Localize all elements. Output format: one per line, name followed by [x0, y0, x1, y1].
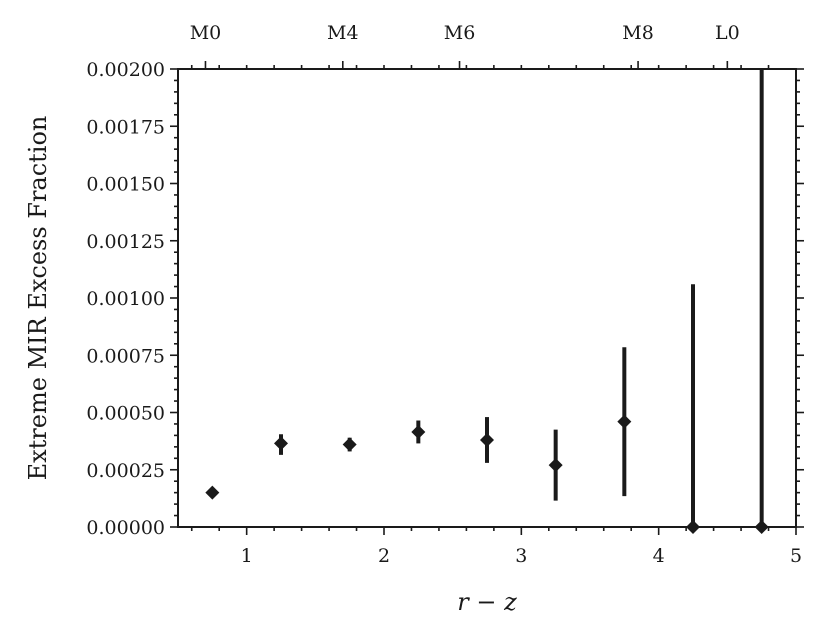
- y-tick-label: 0.00125: [86, 231, 165, 253]
- top-tick-label: M8: [622, 22, 654, 44]
- data-points: [205, 69, 769, 534]
- y-tick-label: 0.00100: [86, 288, 165, 310]
- data-point: [205, 485, 220, 500]
- y-tick-label: 0.00175: [86, 116, 165, 138]
- data-point: [480, 432, 494, 447]
- y-tick-label: 0.00150: [86, 174, 165, 196]
- top-tick-label: M0: [190, 22, 222, 44]
- y-axis-label: Extreme MIR Excess Fraction: [24, 116, 52, 481]
- y-tick-label: 0.00075: [86, 345, 165, 367]
- x-tick-label: 4: [653, 545, 665, 567]
- plot-frame: [177, 68, 797, 528]
- x-tick-label: 3: [515, 545, 527, 567]
- x-tick-label: 2: [378, 545, 390, 567]
- y-tick-label: 0.00025: [86, 460, 165, 482]
- tick-labels: 0.00000 0.00025 0.00050 0.00075 0.00100 0.001…: [86, 22, 802, 567]
- y-tick-label: 0.00200: [86, 59, 165, 81]
- top-tick-label: L0: [715, 22, 740, 44]
- x-tick-label: 1: [241, 545, 253, 567]
- x-tick-label: 5: [790, 545, 802, 567]
- data-point: [274, 436, 288, 451]
- x-axis-label: r − z: [457, 588, 517, 616]
- y-tick-label: 0.00000: [86, 517, 165, 539]
- data-point: [342, 437, 357, 452]
- major-ticks: [170, 61, 804, 535]
- data-point: [411, 424, 426, 439]
- y-tick-label: 0.00050: [86, 403, 165, 425]
- data-point: [548, 458, 563, 473]
- data-point: [617, 414, 632, 429]
- top-tick-label: M6: [444, 22, 476, 44]
- top-tick-label: M4: [327, 22, 359, 44]
